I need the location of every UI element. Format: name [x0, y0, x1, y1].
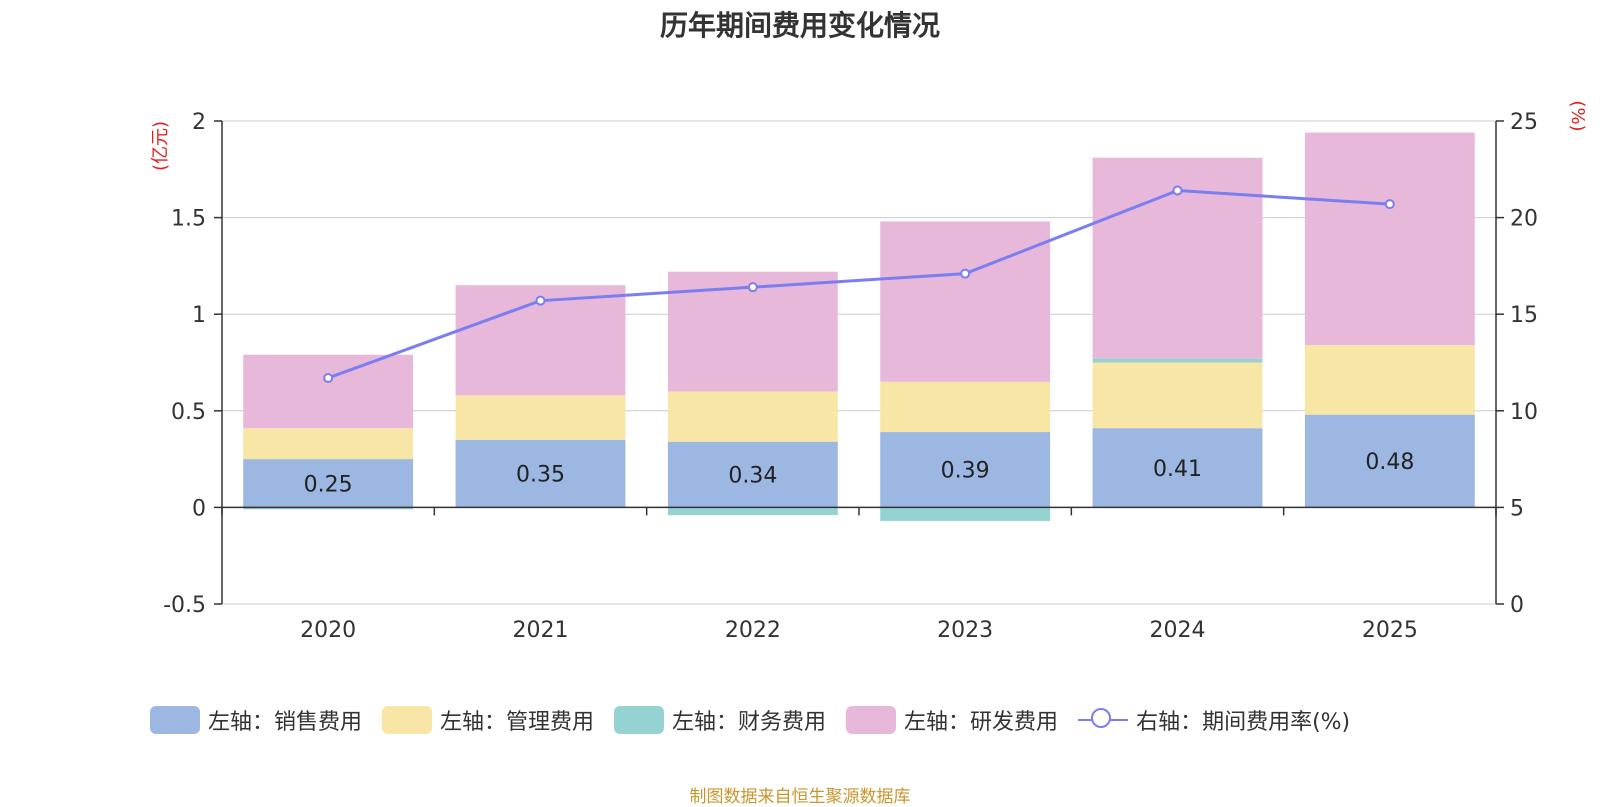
rate-point	[1384, 199, 1395, 210]
bar-admin	[667, 391, 838, 442]
data-source-note: 制图数据来自恒生聚源数据库	[689, 787, 911, 807]
rate-point	[960, 268, 971, 279]
bar-data-label: 0.48	[1365, 450, 1414, 475]
rate-line	[327, 189, 1390, 380]
bar-finance	[667, 507, 838, 516]
bar-admin	[1304, 345, 1475, 415]
bar-data-label: 0.35	[516, 463, 565, 488]
legend-swatch-sales	[150, 706, 200, 734]
legend-label: 右轴：期间费用率(%)	[1136, 710, 1351, 735]
bar-data-label: 0.25	[304, 472, 353, 497]
left-axis-tick-label: 1.5	[171, 207, 206, 232]
bar-admin	[880, 381, 1051, 433]
bar-sales	[1304, 414, 1475, 508]
bar-sales	[455, 439, 626, 508]
x-axis-category-label: 2024	[1150, 618, 1206, 643]
right-axis-tick-label: 15	[1510, 303, 1538, 328]
legend-label: 左轴：管理费用	[440, 710, 595, 735]
bar-rd	[880, 221, 1051, 382]
legend-item-admin[interactable]: 左轴：管理费用	[382, 704, 594, 736]
bar-finance	[1092, 358, 1263, 363]
bar-data-label: 0.34	[728, 464, 777, 489]
legend-swatch-admin	[382, 706, 433, 734]
right-axis-tick-label: 20	[1510, 207, 1538, 232]
right-axis-tick-label: 5	[1510, 496, 1524, 521]
legend-item-rate[interactable]: 右轴：期间费用率(%)	[1078, 704, 1350, 736]
left-axis-unit-label: (亿元)	[150, 121, 171, 171]
left-axis-tick-label: 0.5	[171, 400, 206, 425]
legend-swatch-finance	[614, 706, 665, 734]
legend-item-finance[interactable]: 左轴：财务费用	[614, 704, 826, 736]
rate-point	[1172, 185, 1183, 196]
bar-sales	[243, 459, 414, 508]
left-axis-tick-label: -0.5	[163, 593, 206, 618]
legend-label: 左轴：财务费用	[672, 710, 827, 735]
bar-sales	[667, 441, 838, 508]
x-axis-category-label: 2022	[725, 618, 781, 643]
bar-data-label: 0.39	[941, 459, 990, 484]
left-axis-tick-label: 0	[192, 496, 206, 521]
left-axis-tick-label: 1	[192, 303, 206, 328]
left-axis-tick-label: 2	[192, 110, 206, 135]
legend-label: 左轴：销售费用	[208, 710, 363, 735]
rate-point	[747, 282, 758, 293]
x-axis-category-label: 2023	[937, 618, 993, 643]
legend-label: 左轴：研发费用	[904, 710, 1059, 735]
bar-admin	[1092, 362, 1263, 429]
right-axis-unit-label: (%)	[1567, 100, 1588, 131]
rate-point	[535, 295, 546, 306]
x-axis-category-label: 2021	[513, 618, 569, 643]
bar-finance	[880, 507, 1051, 521]
legend-swatch-rd	[846, 706, 897, 734]
bar-sales	[1092, 428, 1263, 508]
legend-swatch-rate	[1078, 706, 1129, 734]
right-axis-tick-label: 25	[1510, 110, 1538, 135]
bar-data-label: 0.41	[1153, 457, 1202, 482]
bar-rd	[243, 354, 414, 429]
legend-item-sales[interactable]: 左轴：销售费用	[150, 704, 362, 736]
bar-admin	[243, 428, 414, 460]
chart-legend: 左轴：销售费用 左轴：管理费用 左轴：财务费用 左轴：研发费用 右轴：期间费用率…	[150, 704, 1370, 736]
right-axis-tick-label: 0	[1510, 593, 1524, 618]
chart-title: 历年期间费用变化情况	[659, 9, 940, 42]
bar-admin	[455, 395, 626, 440]
x-axis-category-label: 2025	[1362, 618, 1418, 643]
legend-item-rd[interactable]: 左轴：研发费用	[846, 704, 1058, 736]
rate-point	[323, 372, 334, 383]
bar-sales	[880, 432, 1051, 508]
x-axis-category-label: 2020	[300, 618, 356, 643]
right-axis-tick-label: 10	[1510, 400, 1538, 425]
bar-finance	[243, 507, 414, 510]
bar-rd	[1304, 132, 1475, 346]
